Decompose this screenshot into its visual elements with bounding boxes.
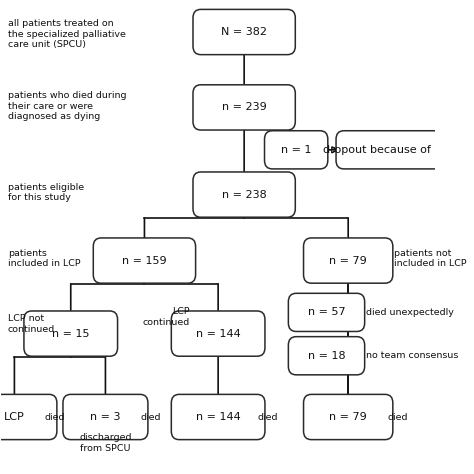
Text: died: died [140,412,161,421]
Text: died unexpectedly: died unexpectedly [365,308,454,317]
Text: dropout because of age < 18: dropout because of age < 18 [323,145,474,155]
Text: n = 3: n = 3 [90,412,121,422]
FancyBboxPatch shape [303,394,393,439]
Text: died: died [45,412,65,421]
Text: n = 57: n = 57 [308,308,346,318]
FancyBboxPatch shape [193,172,295,217]
Text: LCP: LCP [4,412,25,422]
FancyBboxPatch shape [0,394,57,439]
FancyBboxPatch shape [193,9,295,55]
Text: n = 238: n = 238 [222,190,266,200]
Text: died: died [257,412,278,421]
Text: discharged
from SPCU: discharged from SPCU [79,433,132,453]
Text: n = 79: n = 79 [329,412,367,422]
Text: patients who died during
their care or were
diagnosed as dying: patients who died during their care or w… [8,91,127,121]
FancyBboxPatch shape [171,311,265,356]
Text: LCP not
continued: LCP not continued [8,314,55,334]
FancyBboxPatch shape [193,85,295,130]
FancyBboxPatch shape [24,311,118,356]
Text: all patients treated on
the specialized palliative
care unit (SPCU): all patients treated on the specialized … [8,19,126,49]
Text: patients
included in LCP: patients included in LCP [8,248,81,268]
Text: n = 18: n = 18 [308,351,346,361]
FancyBboxPatch shape [288,337,365,375]
Text: n = 15: n = 15 [52,328,90,338]
Text: n = 239: n = 239 [222,102,266,112]
Text: n = 1: n = 1 [281,145,311,155]
Text: patients not
included in LCP: patients not included in LCP [394,248,466,268]
Text: no team consensus: no team consensus [365,351,458,360]
FancyBboxPatch shape [288,293,365,331]
FancyBboxPatch shape [264,131,328,169]
Text: patients eligible
for this study: patients eligible for this study [8,182,84,202]
Text: died: died [387,412,408,421]
Text: N = 382: N = 382 [221,27,267,37]
Text: n = 79: n = 79 [329,255,367,265]
FancyBboxPatch shape [63,394,148,439]
Text: n = 144: n = 144 [196,328,240,338]
FancyBboxPatch shape [93,238,196,283]
Text: LCP
continued: LCP continued [143,308,190,327]
FancyBboxPatch shape [171,394,265,439]
Text: n = 159: n = 159 [122,255,167,265]
FancyBboxPatch shape [336,131,473,169]
FancyBboxPatch shape [303,238,393,283]
Text: n = 144: n = 144 [196,412,240,422]
